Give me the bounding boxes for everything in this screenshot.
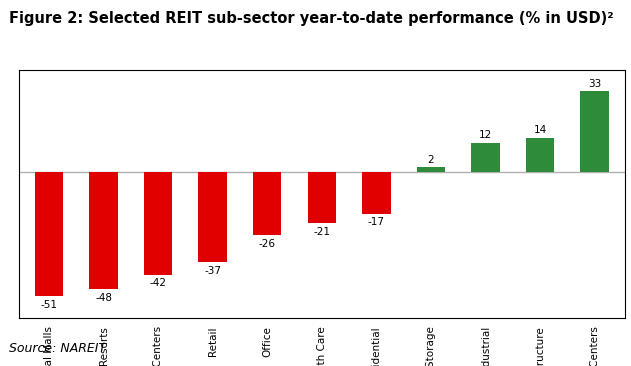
Text: 33: 33 — [588, 79, 601, 89]
Text: -37: -37 — [204, 266, 221, 276]
Text: 14: 14 — [533, 126, 546, 135]
Text: -21: -21 — [314, 227, 330, 237]
Bar — [144, 172, 172, 274]
Bar — [253, 172, 281, 235]
Text: -48: -48 — [95, 293, 112, 303]
Text: Source: NAREIT: Source: NAREIT — [9, 342, 107, 355]
Text: -26: -26 — [259, 239, 276, 249]
Text: 2: 2 — [428, 155, 434, 165]
Text: 12: 12 — [479, 130, 492, 140]
Bar — [35, 172, 63, 296]
Bar — [416, 167, 445, 172]
Bar — [90, 172, 118, 289]
Bar — [471, 143, 500, 172]
Text: -42: -42 — [150, 278, 167, 288]
Text: -51: -51 — [40, 300, 57, 310]
Bar — [581, 92, 609, 172]
Text: Figure 2: Selected REIT sub-sector year-to-date performance (% in USD)²: Figure 2: Selected REIT sub-sector year-… — [9, 11, 614, 26]
Text: -17: -17 — [368, 217, 385, 227]
Bar — [199, 172, 227, 262]
Bar — [362, 172, 391, 213]
Bar — [526, 138, 554, 172]
Bar — [308, 172, 336, 223]
